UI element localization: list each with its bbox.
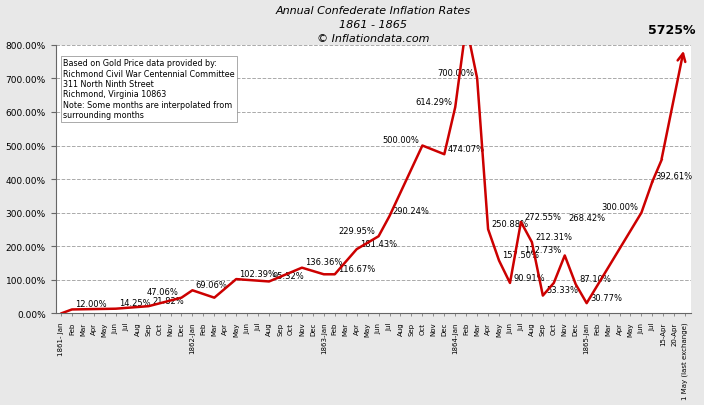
Text: 212.31%: 212.31%: [535, 232, 572, 241]
Text: 614.29%: 614.29%: [415, 98, 452, 107]
Text: 5725%: 5725%: [648, 24, 696, 37]
Text: 500.00%: 500.00%: [382, 136, 419, 145]
Text: 172.73%: 172.73%: [524, 245, 562, 254]
Text: 69.06%: 69.06%: [196, 280, 227, 289]
Text: 21.82%: 21.82%: [152, 296, 184, 305]
Text: 95.32%: 95.32%: [272, 271, 304, 280]
Text: 90.91%: 90.91%: [513, 273, 545, 282]
Text: 392.61%: 392.61%: [655, 172, 693, 181]
Text: 102.39%: 102.39%: [239, 269, 277, 278]
Text: 181.43%: 181.43%: [360, 239, 397, 248]
Text: 47.06%: 47.06%: [146, 288, 178, 296]
Text: Based on Gold Price data provided by:
Richmond Civil War Centennial Committee
31: Based on Gold Price data provided by: Ri…: [63, 59, 234, 120]
Text: 290.24%: 290.24%: [393, 206, 429, 215]
Text: 250.88%: 250.88%: [491, 220, 529, 228]
Text: 30.77%: 30.77%: [590, 293, 622, 302]
Text: 136.36%: 136.36%: [306, 258, 343, 266]
Text: 474.07%: 474.07%: [448, 145, 484, 153]
Text: 53.33%: 53.33%: [546, 286, 578, 294]
Text: 229.95%: 229.95%: [339, 226, 375, 235]
Text: 300.00%: 300.00%: [601, 203, 638, 212]
Text: 700.00%: 700.00%: [437, 69, 474, 78]
Text: 87.10%: 87.10%: [579, 274, 611, 283]
Title: Annual Confederate Inflation Rates
1861 - 1865
© Inflationdata.com: Annual Confederate Inflation Rates 1861 …: [275, 6, 471, 43]
Text: 858.62%: 858.62%: [0, 404, 1, 405]
Text: 12.00%: 12.00%: [75, 299, 107, 308]
Text: 116.67%: 116.67%: [338, 264, 375, 273]
Text: 157.50%: 157.50%: [503, 251, 539, 260]
Text: 272.55%: 272.55%: [524, 212, 561, 221]
Text: 14.25%: 14.25%: [119, 298, 151, 307]
Text: 268.42%: 268.42%: [568, 213, 605, 222]
